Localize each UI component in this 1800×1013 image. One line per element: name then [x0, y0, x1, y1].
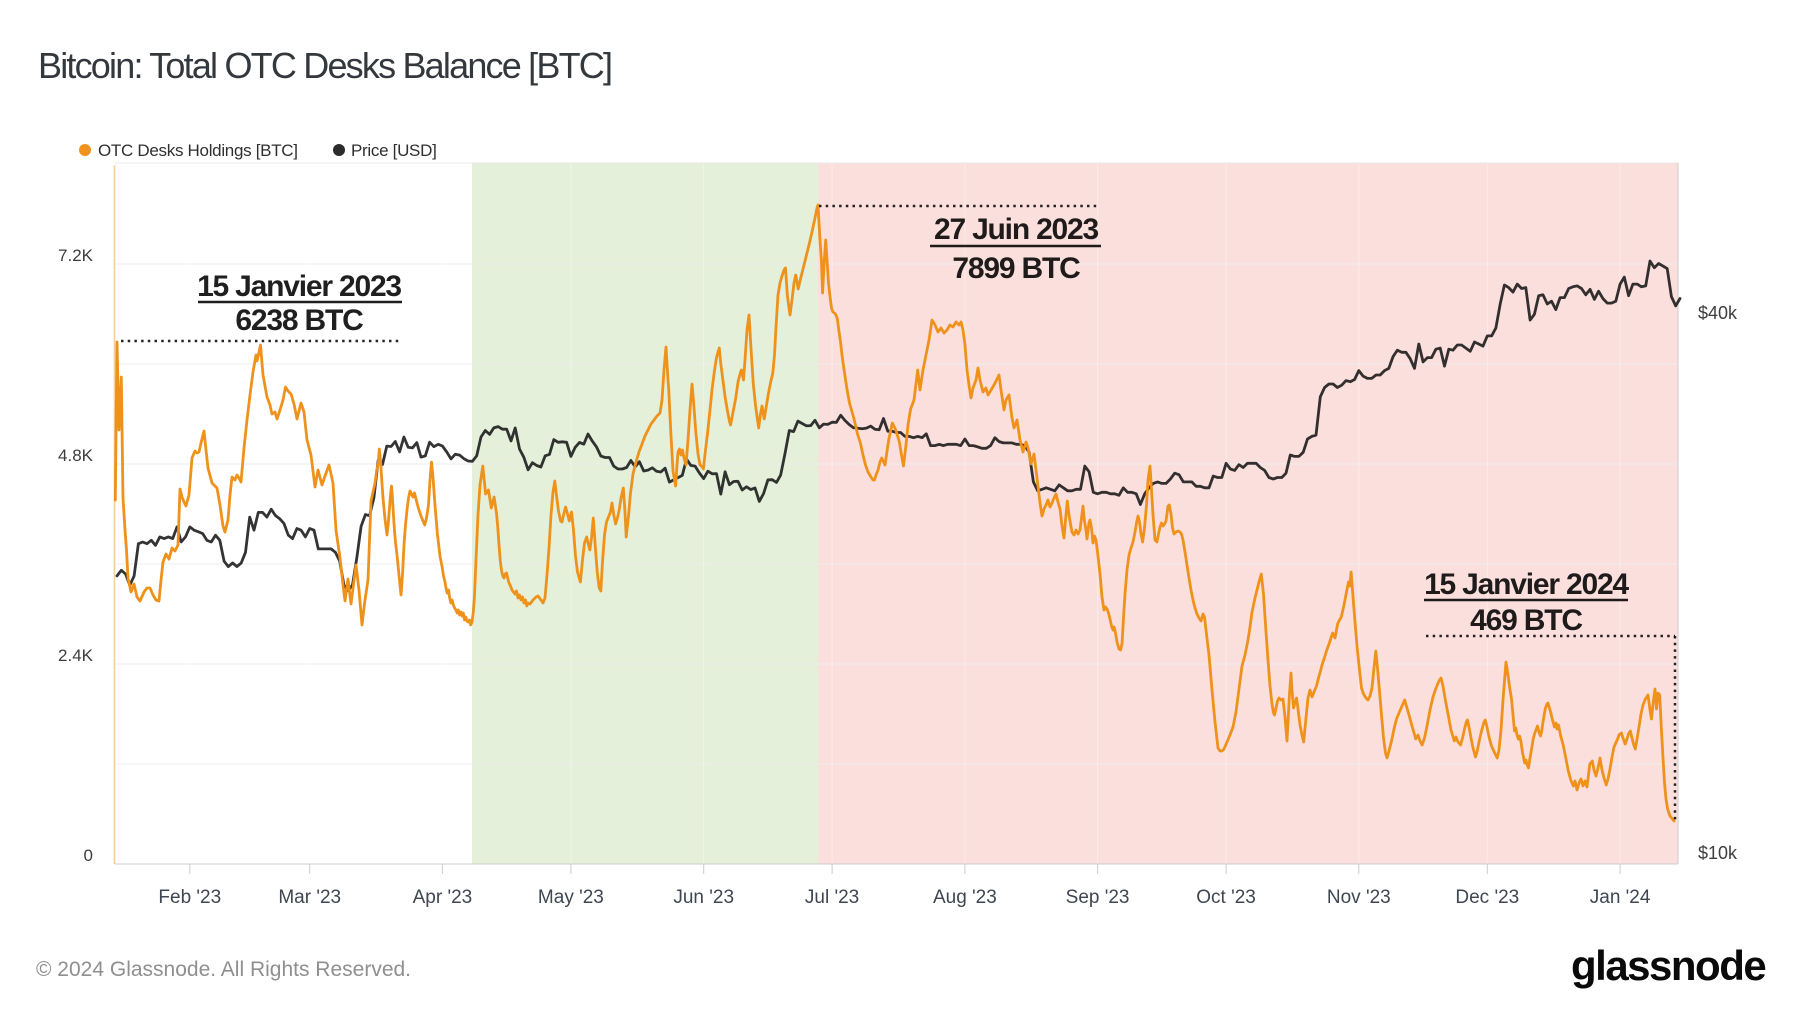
svg-text:Dec '23: Dec '23: [1455, 887, 1519, 908]
svg-text:15 Janvier 2023: 15 Janvier 2023: [197, 270, 401, 303]
svg-text:Sep '23: Sep '23: [1066, 887, 1130, 908]
svg-text:$10k: $10k: [1698, 843, 1738, 863]
svg-text:Oct '23: Oct '23: [1196, 887, 1256, 908]
svg-text:Mar '23: Mar '23: [278, 887, 341, 908]
svg-text:glassnode: glassnode: [1571, 942, 1765, 989]
svg-text:Jul '23: Jul '23: [805, 887, 859, 908]
svg-text:© 2024 Glassnode. All Rights R: © 2024 Glassnode. All Rights Reserved.: [36, 958, 411, 981]
svg-text:469 BTC: 469 BTC: [1470, 604, 1582, 637]
svg-text:Jun '23: Jun '23: [673, 887, 734, 908]
svg-text:May '23: May '23: [538, 887, 604, 908]
svg-text:0: 0: [84, 846, 93, 865]
svg-text:OTC Desks Holdings [BTC]: OTC Desks Holdings [BTC]: [98, 141, 298, 160]
svg-text:Bitcoin: Total OTC Desks Balan: Bitcoin: Total OTC Desks Balance [BTC]: [38, 45, 611, 86]
svg-text:4.8K: 4.8K: [58, 446, 94, 465]
svg-text:15 Janvier 2024: 15 Janvier 2024: [1424, 568, 1629, 601]
svg-text:Aug '23: Aug '23: [933, 887, 997, 908]
svg-text:27 Juin 2023: 27 Juin 2023: [934, 213, 1099, 246]
svg-text:$40k: $40k: [1698, 303, 1738, 323]
svg-text:Apr '23: Apr '23: [413, 887, 473, 908]
svg-text:7.2K: 7.2K: [58, 246, 94, 265]
svg-text:Feb '23: Feb '23: [158, 887, 221, 908]
svg-text:2.4K: 2.4K: [58, 646, 94, 665]
svg-text:6238 BTC: 6238 BTC: [235, 304, 363, 337]
svg-text:7899 BTC: 7899 BTC: [952, 252, 1080, 285]
svg-text:Nov '23: Nov '23: [1327, 887, 1391, 908]
svg-text:Jan '24: Jan '24: [1590, 887, 1651, 908]
svg-text:Price [USD]: Price [USD]: [351, 141, 437, 160]
